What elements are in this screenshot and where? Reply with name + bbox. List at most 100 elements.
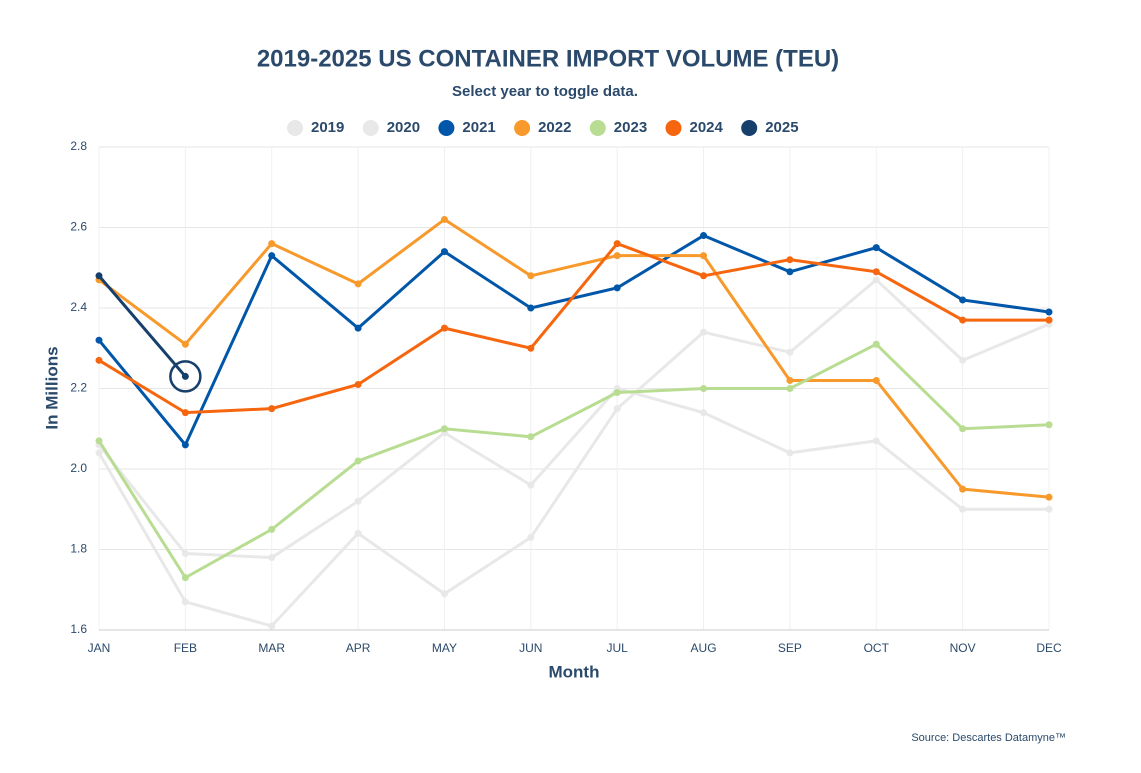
- data-point: [613, 240, 621, 248]
- data-point: [872, 244, 880, 252]
- x-tick-label: APR: [346, 641, 371, 655]
- y-axis-label: In Millions: [42, 346, 61, 429]
- data-point: [440, 324, 448, 332]
- x-tick-label: JUN: [519, 641, 542, 655]
- data-point: [700, 409, 708, 417]
- x-tick-label: JAN: [88, 641, 111, 655]
- data-point: [613, 252, 621, 260]
- x-tick-label: FEB: [174, 641, 197, 655]
- data-point: [786, 348, 794, 356]
- data-point: [786, 385, 794, 392]
- chart-title: 2019-2025 US CONTAINER IMPORT VOLUME (TE…: [257, 45, 839, 72]
- y-tick-label: 2.2: [70, 381, 87, 395]
- legend-label[interactable]: 2019: [311, 119, 344, 136]
- data-point: [95, 336, 103, 344]
- data-point: [95, 449, 103, 457]
- series-line: [97, 386, 1049, 560]
- data-point: [872, 376, 880, 384]
- data-point: [786, 268, 794, 276]
- data-point: [440, 590, 448, 598]
- data-point: [527, 433, 535, 441]
- x-axis-label: Month: [549, 662, 600, 681]
- data-point: [181, 441, 189, 449]
- data-point: [268, 405, 276, 413]
- series-line: [97, 277, 1050, 628]
- data-point: [786, 376, 794, 384]
- data-point: [527, 344, 535, 352]
- data-point: [440, 215, 448, 223]
- y-tick-label: 2.6: [70, 220, 87, 234]
- x-tick-label: JUL: [607, 641, 629, 655]
- series-line: [98, 241, 1049, 415]
- data-point: [1045, 505, 1053, 513]
- data-point: [181, 598, 189, 606]
- y-tick-label: 2.0: [70, 461, 87, 475]
- source: Source: Descartes Datamyne™: [911, 732, 1066, 744]
- data-point: [1045, 493, 1053, 501]
- legend-marker[interactable]: [362, 120, 379, 136]
- data-point: [354, 280, 362, 288]
- data-point: [1045, 421, 1053, 429]
- data-point: [786, 449, 794, 457]
- legend-marker[interactable]: [514, 120, 531, 136]
- data-point: [95, 272, 103, 280]
- data-point: [872, 340, 880, 348]
- legend-label[interactable]: 2021: [462, 119, 495, 136]
- legend-marker[interactable]: [287, 120, 303, 136]
- data-point: [872, 268, 880, 276]
- series-line: [97, 342, 1050, 580]
- data-point: [613, 389, 621, 397]
- data-point: [354, 380, 362, 388]
- data-point: [95, 437, 103, 445]
- legend-marker[interactable]: [438, 120, 455, 136]
- legend-label[interactable]: 2020: [387, 119, 420, 136]
- data-point: [1045, 316, 1053, 324]
- data-point: [354, 529, 362, 537]
- legend-label[interactable]: 2022: [538, 119, 571, 136]
- hover-ring: [169, 360, 202, 393]
- data-point: [95, 356, 103, 364]
- y-tick-label: 2.4: [70, 300, 87, 314]
- legend-marker[interactable]: [589, 120, 606, 136]
- series-line: [98, 217, 1050, 499]
- x-tick-label: MAR: [258, 641, 285, 655]
- data-point: [181, 574, 189, 582]
- data-point: [700, 328, 708, 336]
- data-point: [613, 405, 621, 413]
- series-line: [97, 274, 187, 378]
- data-point: [700, 252, 708, 260]
- data-point: [268, 525, 276, 533]
- legend-label[interactable]: 2023: [614, 119, 647, 136]
- data-point: [959, 356, 967, 364]
- data-point: [527, 272, 535, 280]
- data-point: [268, 252, 276, 260]
- data-point: [959, 485, 967, 493]
- legend-marker[interactable]: [741, 120, 758, 136]
- data-point: [440, 248, 448, 256]
- data-point: [181, 550, 189, 558]
- data-point: [268, 622, 276, 630]
- data-point: [613, 284, 621, 292]
- data-point: [959, 296, 967, 304]
- legend-marker[interactable]: [665, 120, 682, 136]
- data-point: [440, 425, 448, 433]
- data-point: [959, 425, 967, 433]
- y-tick-label: 2.8: [70, 139, 87, 153]
- data-point: [527, 481, 535, 489]
- data-point: [354, 457, 362, 465]
- data-point: [959, 505, 967, 513]
- data-point: [354, 324, 362, 332]
- data-point: [354, 497, 362, 505]
- data-point: [268, 554, 276, 562]
- data-point: [527, 304, 535, 312]
- data-point: [181, 409, 189, 417]
- legend-label[interactable]: 2024: [690, 119, 724, 136]
- x-tick-label: MAY: [432, 641, 457, 655]
- data-point: [527, 533, 535, 541]
- x-tick-label: OCT: [864, 641, 890, 655]
- data-point: [872, 437, 880, 445]
- data-point: [959, 316, 967, 324]
- legend-label[interactable]: 2025: [765, 119, 798, 136]
- x-tick-label: DEC: [1036, 641, 1062, 655]
- x-tick-label: SEP: [778, 641, 802, 655]
